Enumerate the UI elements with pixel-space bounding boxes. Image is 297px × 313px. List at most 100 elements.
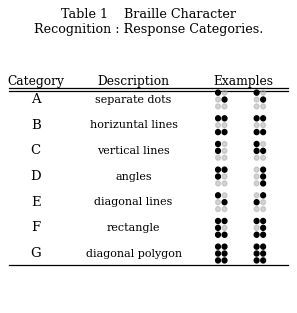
Text: horizuntal lines: horizuntal lines bbox=[90, 120, 178, 130]
Circle shape bbox=[254, 207, 259, 212]
Circle shape bbox=[216, 193, 220, 198]
Circle shape bbox=[222, 174, 227, 179]
Circle shape bbox=[254, 141, 259, 146]
Circle shape bbox=[261, 181, 266, 186]
Circle shape bbox=[216, 155, 220, 160]
Text: angles: angles bbox=[115, 172, 152, 182]
Circle shape bbox=[261, 174, 266, 179]
Circle shape bbox=[222, 155, 227, 160]
Text: G: G bbox=[30, 247, 41, 260]
Circle shape bbox=[216, 104, 220, 109]
Circle shape bbox=[216, 97, 220, 102]
Circle shape bbox=[216, 200, 220, 205]
Circle shape bbox=[254, 148, 259, 153]
Circle shape bbox=[261, 258, 266, 263]
Circle shape bbox=[254, 258, 259, 263]
Circle shape bbox=[222, 181, 227, 186]
Text: B: B bbox=[31, 119, 40, 132]
Circle shape bbox=[222, 258, 227, 263]
Circle shape bbox=[261, 141, 266, 146]
Circle shape bbox=[254, 104, 259, 109]
Text: F: F bbox=[31, 221, 40, 234]
Text: rectangle: rectangle bbox=[107, 223, 160, 233]
Circle shape bbox=[216, 123, 220, 128]
Circle shape bbox=[261, 200, 266, 205]
Text: Examples: Examples bbox=[214, 74, 274, 88]
Circle shape bbox=[222, 244, 227, 249]
Circle shape bbox=[216, 148, 220, 153]
Circle shape bbox=[254, 90, 259, 95]
Text: Category: Category bbox=[7, 74, 64, 88]
Text: A: A bbox=[31, 93, 40, 106]
Circle shape bbox=[254, 200, 259, 205]
Circle shape bbox=[261, 232, 266, 237]
Circle shape bbox=[222, 148, 227, 153]
Circle shape bbox=[254, 130, 259, 135]
Circle shape bbox=[261, 97, 266, 102]
Circle shape bbox=[216, 130, 220, 135]
Circle shape bbox=[216, 116, 220, 121]
Circle shape bbox=[216, 232, 220, 237]
Circle shape bbox=[222, 218, 227, 223]
Circle shape bbox=[222, 90, 227, 95]
Circle shape bbox=[261, 104, 266, 109]
Circle shape bbox=[261, 244, 266, 249]
Circle shape bbox=[216, 181, 220, 186]
Circle shape bbox=[254, 193, 259, 198]
Circle shape bbox=[216, 244, 220, 249]
Circle shape bbox=[222, 207, 227, 212]
Circle shape bbox=[216, 141, 220, 146]
Circle shape bbox=[254, 244, 259, 249]
Circle shape bbox=[222, 104, 227, 109]
Circle shape bbox=[261, 218, 266, 223]
Circle shape bbox=[261, 207, 266, 212]
Circle shape bbox=[216, 258, 220, 263]
Circle shape bbox=[261, 123, 266, 128]
Circle shape bbox=[216, 225, 220, 230]
Circle shape bbox=[254, 123, 259, 128]
Text: separate dots: separate dots bbox=[95, 95, 172, 105]
Circle shape bbox=[254, 232, 259, 237]
Circle shape bbox=[222, 141, 227, 146]
Circle shape bbox=[261, 90, 266, 95]
Circle shape bbox=[254, 181, 259, 186]
Circle shape bbox=[216, 174, 220, 179]
Circle shape bbox=[261, 148, 266, 153]
Circle shape bbox=[222, 200, 227, 205]
Circle shape bbox=[254, 174, 259, 179]
Circle shape bbox=[261, 116, 266, 121]
Text: diagonal lines: diagonal lines bbox=[94, 197, 173, 207]
Text: Description: Description bbox=[98, 74, 170, 88]
Circle shape bbox=[222, 123, 227, 128]
Circle shape bbox=[261, 130, 266, 135]
Circle shape bbox=[222, 232, 227, 237]
Circle shape bbox=[254, 167, 259, 172]
Circle shape bbox=[222, 193, 227, 198]
Circle shape bbox=[222, 97, 227, 102]
Text: C: C bbox=[31, 144, 41, 157]
Circle shape bbox=[254, 225, 259, 230]
Circle shape bbox=[254, 251, 259, 256]
Circle shape bbox=[222, 167, 227, 172]
Circle shape bbox=[254, 155, 259, 160]
Circle shape bbox=[254, 116, 259, 121]
Circle shape bbox=[222, 116, 227, 121]
Text: Table 1    Braille Character: Table 1 Braille Character bbox=[61, 8, 236, 21]
Text: diagonal polygon: diagonal polygon bbox=[86, 249, 182, 259]
Circle shape bbox=[254, 97, 259, 102]
Circle shape bbox=[216, 167, 220, 172]
Circle shape bbox=[216, 218, 220, 223]
Circle shape bbox=[216, 90, 220, 95]
Circle shape bbox=[261, 225, 266, 230]
Circle shape bbox=[222, 251, 227, 256]
Circle shape bbox=[222, 225, 227, 230]
Text: D: D bbox=[30, 170, 41, 183]
Circle shape bbox=[222, 130, 227, 135]
Circle shape bbox=[254, 218, 259, 223]
Circle shape bbox=[261, 155, 266, 160]
Text: vertical lines: vertical lines bbox=[97, 146, 170, 156]
Text: E: E bbox=[31, 196, 40, 209]
Text: Recognition : Response Categories.: Recognition : Response Categories. bbox=[34, 23, 263, 37]
Circle shape bbox=[216, 207, 220, 212]
Circle shape bbox=[261, 251, 266, 256]
